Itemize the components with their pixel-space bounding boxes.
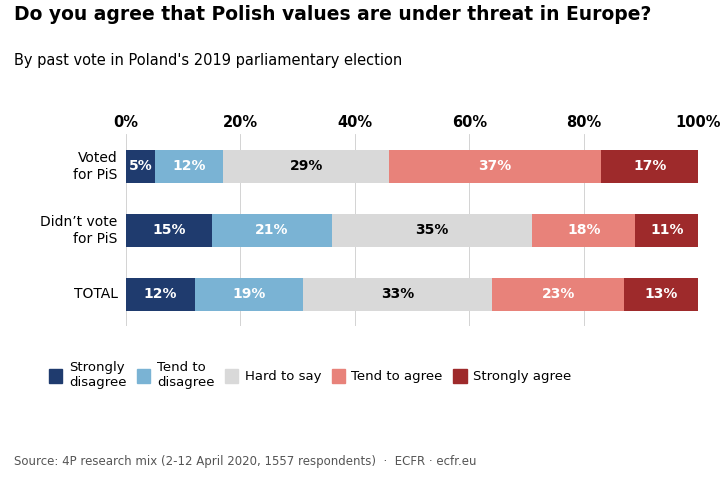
Text: By past vote in Poland's 2019 parliamentary election: By past vote in Poland's 2019 parliament… [14, 53, 402, 68]
Text: 13%: 13% [644, 288, 678, 301]
Text: Do you agree that Polish values are under threat in Europe?: Do you agree that Polish values are unde… [14, 5, 652, 24]
Text: 37%: 37% [479, 159, 512, 173]
Text: Source: 4P research mix (2-12 April 2020, 1557 respondents)  ·  ECFR · ecfr.eu: Source: 4P research mix (2-12 April 2020… [14, 455, 477, 468]
Bar [223, 150, 390, 183]
Text: 5%: 5% [128, 159, 152, 173]
Text: 15%: 15% [152, 223, 186, 238]
Bar [532, 214, 636, 247]
Bar [126, 150, 155, 183]
Bar [624, 278, 698, 311]
Bar [155, 150, 223, 183]
Text: 11%: 11% [650, 223, 684, 238]
Text: 12%: 12% [143, 288, 177, 301]
Legend: Strongly
disagree, Tend to
disagree, Hard to say, Tend to agree, Strongly agree: Strongly disagree, Tend to disagree, Har… [44, 356, 577, 395]
Text: 29%: 29% [289, 159, 323, 173]
Text: 12%: 12% [172, 159, 206, 173]
Bar [332, 214, 532, 247]
Text: 17%: 17% [633, 159, 667, 173]
Bar [492, 278, 624, 311]
Bar [212, 214, 332, 247]
Text: 35%: 35% [415, 223, 449, 238]
Bar [303, 278, 492, 311]
Text: 18%: 18% [567, 223, 600, 238]
Bar [126, 278, 194, 311]
Bar [126, 214, 212, 247]
Text: 33%: 33% [382, 288, 415, 301]
Bar [390, 150, 601, 183]
Bar [601, 150, 698, 183]
Bar [194, 278, 303, 311]
Bar [636, 214, 698, 247]
Text: 21%: 21% [255, 223, 289, 238]
Text: 23%: 23% [541, 288, 575, 301]
Text: 19%: 19% [233, 288, 266, 301]
